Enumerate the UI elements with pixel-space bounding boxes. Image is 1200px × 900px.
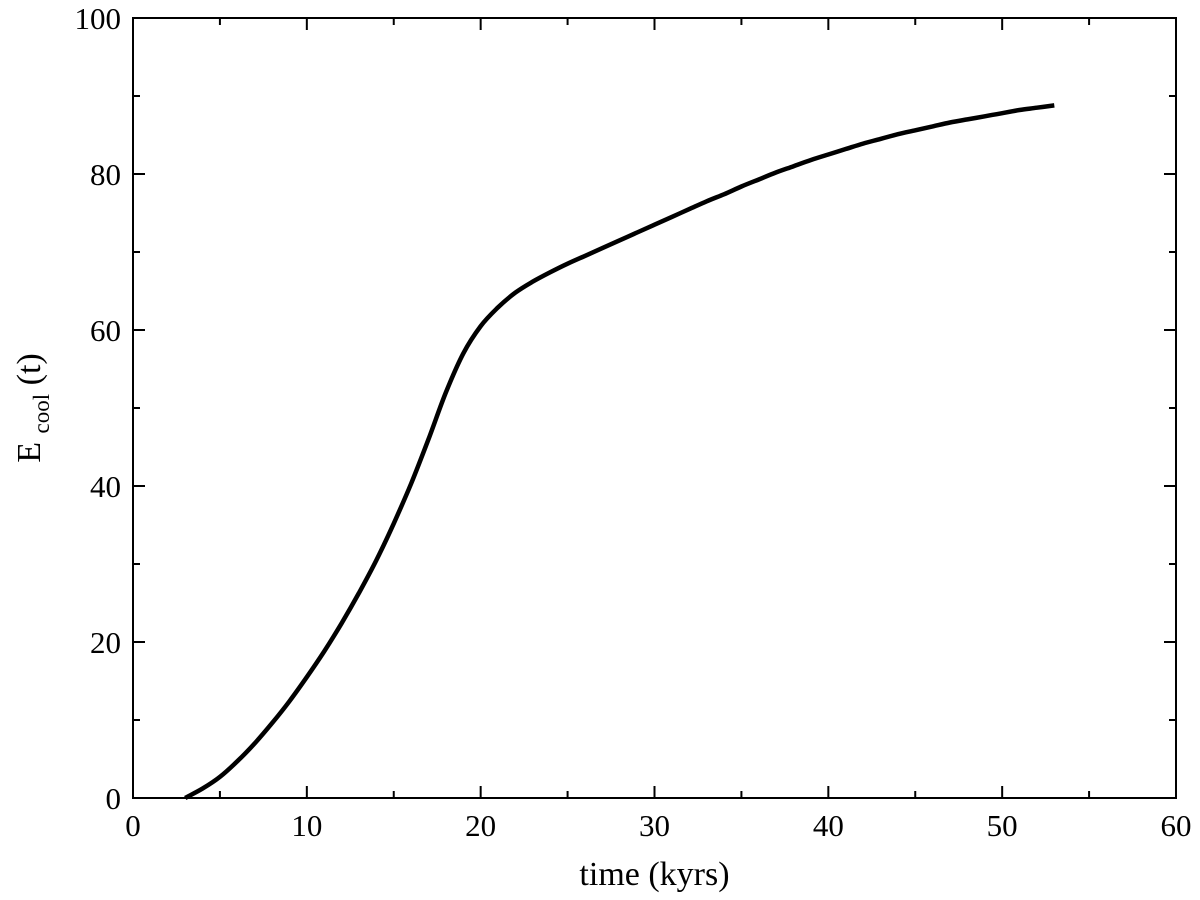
x-tick-label: 50 — [987, 808, 1018, 843]
tick-labels: 0 10 20 30 40 50 60 0 20 40 60 80 100 — [75, 1, 1192, 843]
x-tick-label: 20 — [465, 808, 496, 843]
y-tick-label: 80 — [90, 157, 121, 192]
series-line-0 — [184, 103, 1055, 800]
y-tick-label: 0 — [106, 781, 122, 816]
y-axis-label: E cool (t) — [11, 353, 57, 462]
x-tick-label: 0 — [125, 808, 141, 843]
y-axis-label-main: E — [11, 442, 48, 463]
y-axis-label-suffix: (t) — [11, 353, 48, 385]
x-tick-label: 60 — [1161, 808, 1192, 843]
y-tick-label: 40 — [90, 469, 121, 504]
x-tick-label: 40 — [813, 808, 844, 843]
x-tick-label: 30 — [639, 808, 670, 843]
x-tick-label: 10 — [291, 808, 322, 843]
y-tick-label: 60 — [90, 313, 121, 348]
x-axis-label: time (kyrs) — [579, 856, 729, 893]
y-tick-label: 20 — [90, 625, 121, 660]
y-tick-label: 100 — [75, 1, 122, 36]
y-axis-label-subscript: cool — [29, 394, 54, 434]
series-layer — [184, 103, 1055, 800]
plot-frame — [132, 17, 1177, 799]
